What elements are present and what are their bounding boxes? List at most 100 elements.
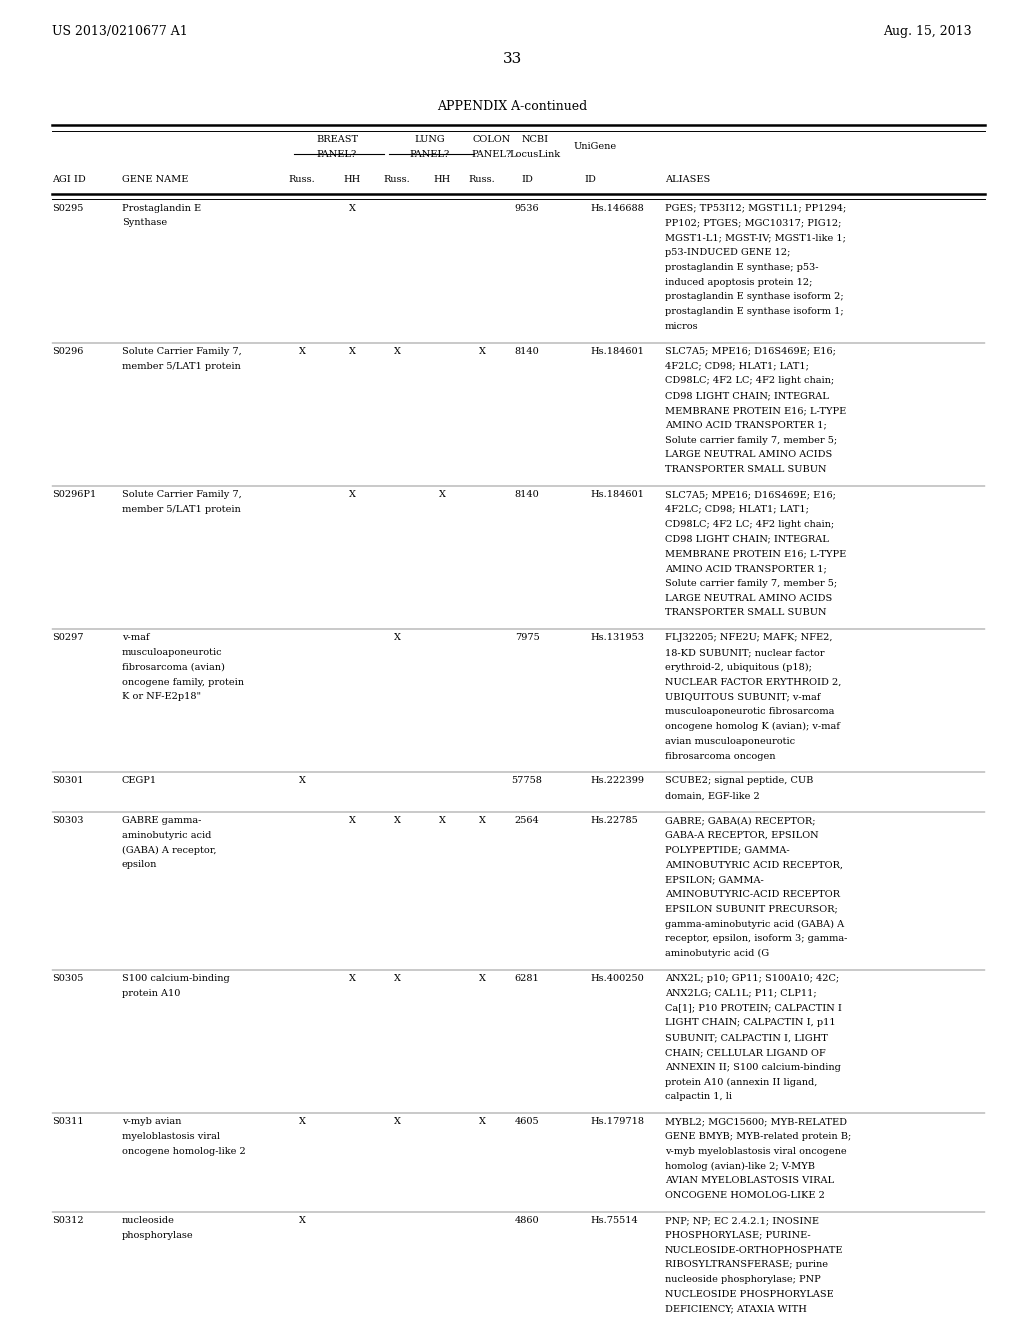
Text: X: X	[478, 347, 485, 356]
Text: 57758: 57758	[512, 776, 543, 785]
Text: MEMBRANE PROTEIN E16; L-TYPE: MEMBRANE PROTEIN E16; L-TYPE	[665, 549, 846, 558]
Text: CEGP1: CEGP1	[122, 776, 157, 785]
Text: Hs.184601: Hs.184601	[590, 347, 644, 356]
Text: X: X	[393, 347, 400, 356]
Text: ONCOGENE HOMOLOG-LIKE 2: ONCOGENE HOMOLOG-LIKE 2	[665, 1191, 825, 1200]
Text: X: X	[348, 347, 355, 356]
Text: aminobutyric acid: aminobutyric acid	[122, 830, 211, 840]
Text: ANX2L; p10; GP11; S100A10; 42C;: ANX2L; p10; GP11; S100A10; 42C;	[665, 974, 839, 983]
Text: 2564: 2564	[515, 816, 540, 825]
Text: CD98 LIGHT CHAIN; INTEGRAL: CD98 LIGHT CHAIN; INTEGRAL	[665, 535, 828, 544]
Text: domain, EGF-like 2: domain, EGF-like 2	[665, 791, 760, 800]
Text: Hs.179718: Hs.179718	[590, 1117, 644, 1126]
Text: NUCLEOSIDE PHOSPHORYLASE: NUCLEOSIDE PHOSPHORYLASE	[665, 1290, 834, 1299]
Text: AMINO ACID TRANSPORTER 1;: AMINO ACID TRANSPORTER 1;	[665, 421, 826, 430]
Text: Ca[1]; P10 PROTEIN; CALPACTIN I: Ca[1]; P10 PROTEIN; CALPACTIN I	[665, 1003, 842, 1012]
Text: NUCLEOSIDE-ORTHOPHOSPHATE: NUCLEOSIDE-ORTHOPHOSPHATE	[665, 1246, 844, 1254]
Text: MEMBRANE PROTEIN E16; L-TYPE: MEMBRANE PROTEIN E16; L-TYPE	[665, 407, 846, 414]
Text: protein A10 (annexin II ligand,: protein A10 (annexin II ligand,	[665, 1077, 817, 1086]
Text: musculoaponeurotic fibrosarcoma: musculoaponeurotic fibrosarcoma	[665, 708, 835, 717]
Text: X: X	[348, 816, 355, 825]
Text: AMINOBUTYRIC-ACID RECEPTOR: AMINOBUTYRIC-ACID RECEPTOR	[665, 890, 840, 899]
Text: PP102; PTGES; MGC10317; PIG12;: PP102; PTGES; MGC10317; PIG12;	[665, 218, 842, 227]
Text: CD98LC; 4F2 LC; 4F2 light chain;: CD98LC; 4F2 LC; 4F2 light chain;	[665, 376, 835, 385]
Text: BREAST: BREAST	[316, 135, 358, 144]
Text: PGES; TP53I12; MGST1L1; PP1294;: PGES; TP53I12; MGST1L1; PP1294;	[665, 203, 846, 213]
Text: CD98 LIGHT CHAIN; INTEGRAL: CD98 LIGHT CHAIN; INTEGRAL	[665, 391, 828, 400]
Text: 9536: 9536	[515, 203, 540, 213]
Text: Russ.: Russ.	[289, 174, 315, 183]
Text: MYBL2; MGC15600; MYB-RELATED: MYBL2; MGC15600; MYB-RELATED	[665, 1117, 847, 1126]
Text: ID: ID	[584, 174, 596, 183]
Text: S0297: S0297	[52, 634, 84, 643]
Text: GABRE gamma-: GABRE gamma-	[122, 816, 202, 825]
Text: nucleoside phosphorylase; PNP: nucleoside phosphorylase; PNP	[665, 1275, 821, 1284]
Text: Hs.131953: Hs.131953	[590, 634, 644, 643]
Text: Solute Carrier Family 7,: Solute Carrier Family 7,	[122, 490, 242, 499]
Text: phosphorylase: phosphorylase	[122, 1230, 194, 1239]
Text: S0296P1: S0296P1	[52, 490, 96, 499]
Text: LIGHT CHAIN; CALPACTIN I, p11: LIGHT CHAIN; CALPACTIN I, p11	[665, 1019, 836, 1027]
Text: S0295: S0295	[52, 203, 83, 213]
Text: Russ.: Russ.	[469, 174, 496, 183]
Text: oncogene homolog K (avian); v-maf: oncogene homolog K (avian); v-maf	[665, 722, 840, 731]
Text: gamma-aminobutyric acid (GABA) A: gamma-aminobutyric acid (GABA) A	[665, 920, 844, 929]
Text: S0301: S0301	[52, 776, 84, 785]
Text: fibrosarcoma (avian): fibrosarcoma (avian)	[122, 663, 225, 672]
Text: LocusLink: LocusLink	[509, 149, 560, 158]
Text: TRANSPORTER SMALL SUBUN: TRANSPORTER SMALL SUBUN	[665, 609, 826, 618]
Text: CD98LC; 4F2 LC; 4F2 light chain;: CD98LC; 4F2 LC; 4F2 light chain;	[665, 520, 835, 528]
Text: POLYPEPTIDE; GAMMA-: POLYPEPTIDE; GAMMA-	[665, 846, 790, 854]
Text: 4860: 4860	[515, 1216, 540, 1225]
Text: 8140: 8140	[515, 347, 540, 356]
Text: 7975: 7975	[515, 634, 540, 643]
Text: MGST1-L1; MGST-IV; MGST1-like 1;: MGST1-L1; MGST-IV; MGST1-like 1;	[665, 234, 846, 242]
Text: LARGE NEUTRAL AMINO ACIDS: LARGE NEUTRAL AMINO ACIDS	[665, 594, 833, 603]
Text: Hs.22785: Hs.22785	[590, 816, 638, 825]
Text: K or NF-E2p18": K or NF-E2p18"	[122, 693, 201, 701]
Text: S0296: S0296	[52, 347, 83, 356]
Text: S0305: S0305	[52, 974, 83, 983]
Text: avian musculoaponeurotic: avian musculoaponeurotic	[665, 737, 795, 746]
Text: APPENDIX A-continued: APPENDIX A-continued	[437, 100, 587, 114]
Text: PNP; NP; EC 2.4.2.1; INOSINE: PNP; NP; EC 2.4.2.1; INOSINE	[665, 1216, 819, 1225]
Text: Prostaglandin E: Prostaglandin E	[122, 203, 201, 213]
Text: Hs.75514: Hs.75514	[590, 1216, 638, 1225]
Text: LARGE NEUTRAL AMINO ACIDS: LARGE NEUTRAL AMINO ACIDS	[665, 450, 833, 459]
Text: 4F2LC; CD98; HLAT1; LAT1;: 4F2LC; CD98; HLAT1; LAT1;	[665, 504, 809, 513]
Text: HH: HH	[433, 174, 451, 183]
Text: Russ.: Russ.	[384, 174, 411, 183]
Text: PANEL?: PANEL?	[472, 149, 512, 158]
Text: S100 calcium-binding: S100 calcium-binding	[122, 974, 229, 983]
Text: UBIQUITOUS SUBUNIT; v-maf: UBIQUITOUS SUBUNIT; v-maf	[665, 693, 820, 701]
Text: X: X	[393, 634, 400, 643]
Text: nucleoside: nucleoside	[122, 1216, 175, 1225]
Text: fibrosarcoma oncogen: fibrosarcoma oncogen	[665, 751, 775, 760]
Text: DEFICIENCY; ATAXIA WITH: DEFICIENCY; ATAXIA WITH	[665, 1304, 807, 1313]
Text: RIBOSYLTRANSFERASE; purine: RIBOSYLTRANSFERASE; purine	[665, 1261, 828, 1270]
Text: micros: micros	[665, 322, 698, 331]
Text: calpactin 1, li: calpactin 1, li	[665, 1093, 732, 1101]
Text: v-myb avian: v-myb avian	[122, 1117, 181, 1126]
Text: aminobutyric acid (G: aminobutyric acid (G	[665, 949, 769, 958]
Text: EPSILON SUBUNIT PRECURSOR;: EPSILON SUBUNIT PRECURSOR;	[665, 904, 838, 913]
Text: AGI ID: AGI ID	[52, 174, 86, 183]
Text: X: X	[299, 347, 305, 356]
Text: AMINO ACID TRANSPORTER 1;: AMINO ACID TRANSPORTER 1;	[665, 564, 826, 573]
Text: X: X	[299, 1216, 305, 1225]
Text: homolog (avian)-like 2; V-MYB: homolog (avian)-like 2; V-MYB	[665, 1162, 815, 1171]
Text: X: X	[299, 1117, 305, 1126]
Text: Aug. 15, 2013: Aug. 15, 2013	[884, 25, 972, 38]
Text: oncogene family, protein: oncogene family, protein	[122, 677, 244, 686]
Text: p53-INDUCED GENE 12;: p53-INDUCED GENE 12;	[665, 248, 791, 257]
Text: Hs.184601: Hs.184601	[590, 490, 644, 499]
Text: Hs.222399: Hs.222399	[590, 776, 644, 785]
Text: 6281: 6281	[515, 974, 540, 983]
Text: ANNEXIN II; S100 calcium-binding: ANNEXIN II; S100 calcium-binding	[665, 1063, 841, 1072]
Text: 4F2LC; CD98; HLAT1; LAT1;: 4F2LC; CD98; HLAT1; LAT1;	[665, 362, 809, 371]
Text: GENE NAME: GENE NAME	[122, 174, 188, 183]
Text: SUBUNIT; CALPACTIN I, LIGHT: SUBUNIT; CALPACTIN I, LIGHT	[665, 1034, 827, 1043]
Text: S0303: S0303	[52, 816, 84, 825]
Text: NCBI: NCBI	[521, 135, 549, 144]
Text: X: X	[438, 490, 445, 499]
